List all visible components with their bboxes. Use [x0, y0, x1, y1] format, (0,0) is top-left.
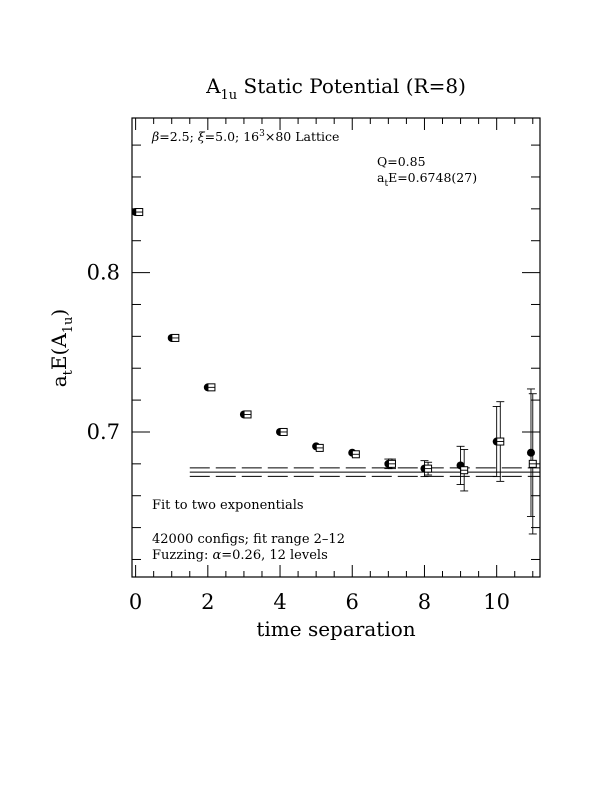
x-tick-labels: 0 2 4 6 8 10: [129, 590, 510, 614]
x-tick-label: 10: [483, 590, 510, 614]
x-tick-label: 6: [346, 590, 359, 614]
x-tick-label: 4: [273, 590, 286, 614]
chart-title: A1u Static Potential (R=8): [205, 74, 466, 103]
fuzzing-description: Fuzzing: α=0.26, 12 levels: [152, 548, 328, 563]
data-point-circle: [526, 448, 535, 457]
axis-ticks: [132, 118, 540, 577]
energy-value: atE=0.6748(27): [377, 170, 477, 189]
lattice-annotation: β=2.5; ξ=5.0; 163×80 Lattice: [151, 129, 339, 144]
q-value: Q=0.85: [377, 154, 426, 169]
x-tick-label: 2: [201, 590, 214, 614]
fit-band: [189, 467, 540, 477]
plot-frame: [131, 117, 541, 578]
y-tick-labels: 0.7 0.8: [87, 261, 120, 444]
chart-title-subscript: 1u: [221, 88, 238, 103]
x-tick-label: 0: [129, 590, 142, 614]
x-axis-label: time separation: [256, 617, 415, 641]
y-tick-label: 0.8: [87, 261, 120, 285]
x-tick-label: 8: [418, 590, 431, 614]
configs-description: 42000 configs; fit range 2–12: [152, 532, 345, 547]
data-points: [131, 208, 537, 535]
y-tick-label: 0.7: [87, 420, 120, 444]
y-axis-label: atE(A1u): [47, 309, 76, 388]
fit-description: Fit to two exponentials: [152, 498, 304, 513]
